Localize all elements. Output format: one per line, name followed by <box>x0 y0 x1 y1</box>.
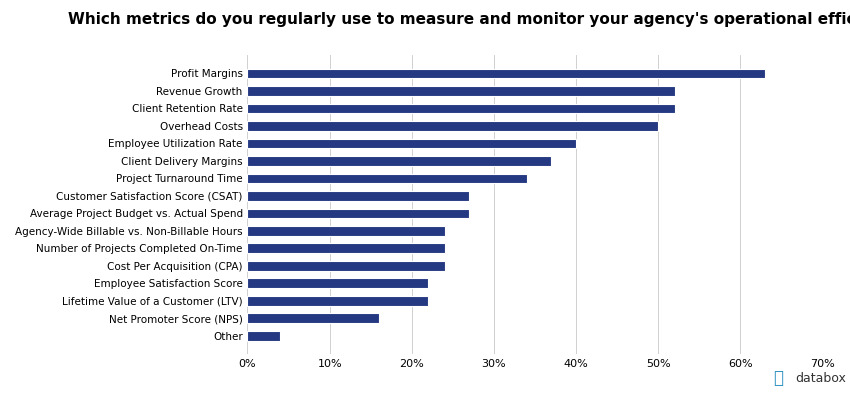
Bar <box>247 156 552 166</box>
Text: databox: databox <box>795 372 846 384</box>
Text: Which metrics do you regularly use to measure and monitor your agency's operatio: Which metrics do you regularly use to me… <box>68 12 850 27</box>
Bar <box>247 104 675 113</box>
Bar <box>247 174 527 183</box>
Bar <box>247 278 428 288</box>
Bar <box>247 68 765 78</box>
Bar <box>247 261 445 270</box>
Bar <box>247 296 428 306</box>
Bar <box>247 138 576 148</box>
Bar <box>247 226 445 236</box>
Bar <box>247 121 658 131</box>
Bar <box>247 331 280 340</box>
Text: ⦿: ⦿ <box>773 369 783 387</box>
Bar <box>247 86 675 96</box>
Bar <box>247 314 379 323</box>
Bar <box>247 191 469 201</box>
Bar <box>247 244 445 253</box>
Bar <box>247 208 469 218</box>
